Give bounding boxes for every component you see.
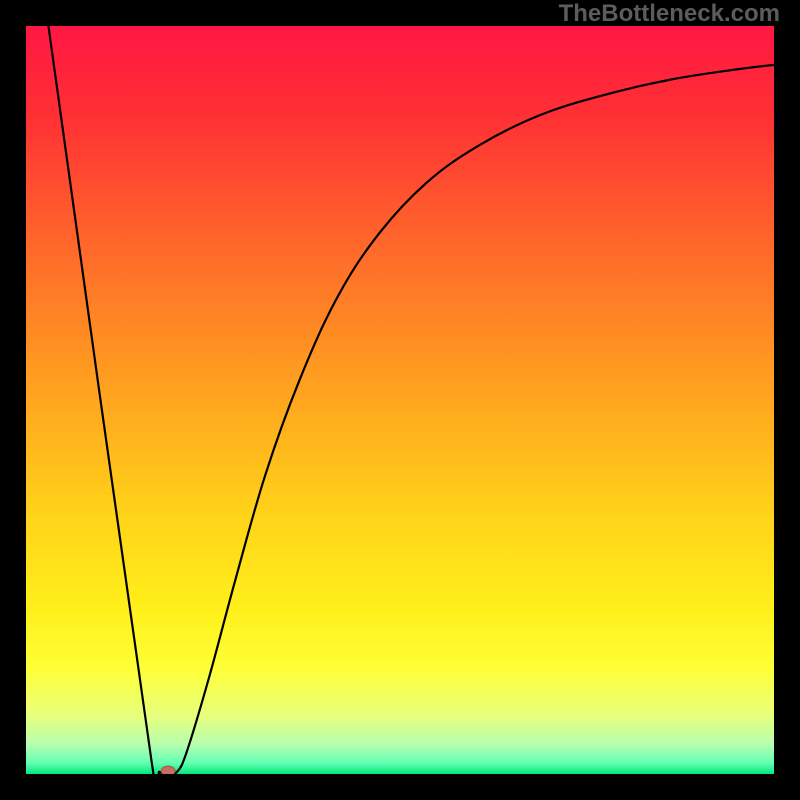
chart-svg <box>26 26 774 774</box>
watermark-label: TheBottleneck.com <box>559 0 780 28</box>
optimal-point-marker <box>161 766 175 774</box>
bottleneck-curve <box>48 26 774 774</box>
chart-frame: TheBottleneck.com <box>0 0 800 800</box>
plot-area <box>26 26 774 774</box>
